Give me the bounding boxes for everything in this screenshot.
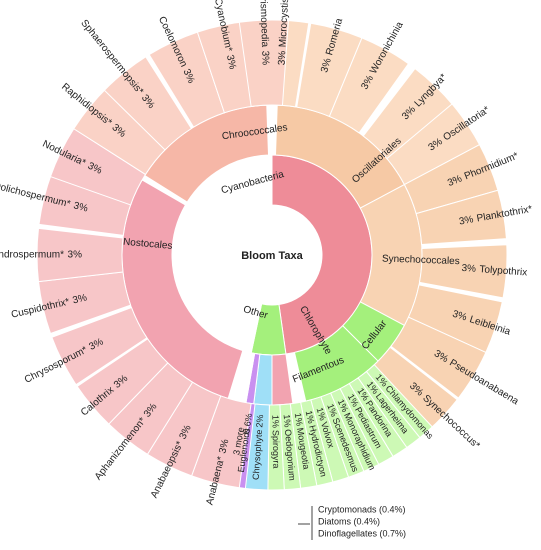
- leaf-label-21: Spirogyra: [271, 430, 282, 469]
- more-note-2: Dinoflagellates (0.7%): [318, 528, 406, 538]
- leaf-pct-15: 1%: [336, 398, 351, 414]
- leaf-pct-6: 3%: [458, 214, 474, 227]
- leaf-pct-32: 3%: [72, 200, 89, 214]
- leaf-wedge-38: [238, 19, 289, 108]
- leaf-wedge-9: [390, 316, 487, 399]
- leaf-wedge-6: [415, 189, 507, 246]
- leaf-pct-0: 3%: [277, 50, 289, 65]
- leaf-pct-20: 1%: [282, 414, 293, 428]
- leaf-label-23: 3 more: [231, 426, 246, 455]
- leaf-pct-37: 3%: [224, 54, 238, 71]
- more-note-1: Diatoms (0.4%): [318, 516, 380, 526]
- leaf-wedge-29: [51, 306, 148, 386]
- leaf-wedge-28: [76, 338, 169, 425]
- leaf-wedge-2: [328, 37, 410, 134]
- leaf-pct-5: 3%: [446, 173, 464, 189]
- leaf-wedge-35: [103, 56, 193, 151]
- leaf-pct-8: 3%: [451, 309, 468, 324]
- leaf-pct-1: 3%: [319, 57, 334, 74]
- ring2-synechococcales-label: Synechococcales: [382, 253, 460, 267]
- leaf-pct-24: 0.6%: [241, 413, 254, 435]
- leaf-pct-18: 1%: [304, 410, 317, 425]
- center-label: Bloom Taxa: [241, 250, 303, 262]
- leaf-pct-21: 1%: [270, 415, 280, 428]
- leaf-wedge-31: [36, 227, 124, 283]
- leaf-pct-31: 3%: [68, 250, 83, 261]
- leaf-pct-22: 2%: [254, 414, 265, 428]
- leaf-pct-38: 3%: [259, 50, 271, 65]
- leaf-pct-19: 1%: [293, 412, 305, 426]
- leaf-pct-7: 3%: [461, 263, 476, 275]
- leaf-label-38: Merismopedia: [257, 0, 270, 48]
- more-note-0: Cryptomonads (0.4%): [318, 504, 406, 514]
- leaf-label-31: Cylindrospermum*: [0, 250, 64, 261]
- leaf-pct-25: 3%: [217, 438, 231, 455]
- leaf-pct-30: 3%: [72, 292, 89, 306]
- leaf-label-7: Tolypothrix: [479, 264, 527, 278]
- leaf-label-0: Microcystis*: [278, 0, 292, 48]
- leaf-pct-16: 1%: [325, 402, 339, 418]
- ring2-nostocales-label: Nostocales: [123, 237, 173, 252]
- leaf-label-20: Oedogonium: [283, 429, 297, 481]
- center-circle: [222, 205, 322, 305]
- leaf-label-22: Chrysophyte: [251, 429, 265, 480]
- leaf-wedge-7: [418, 244, 508, 299]
- leaf-pct-17: 1%: [315, 406, 328, 421]
